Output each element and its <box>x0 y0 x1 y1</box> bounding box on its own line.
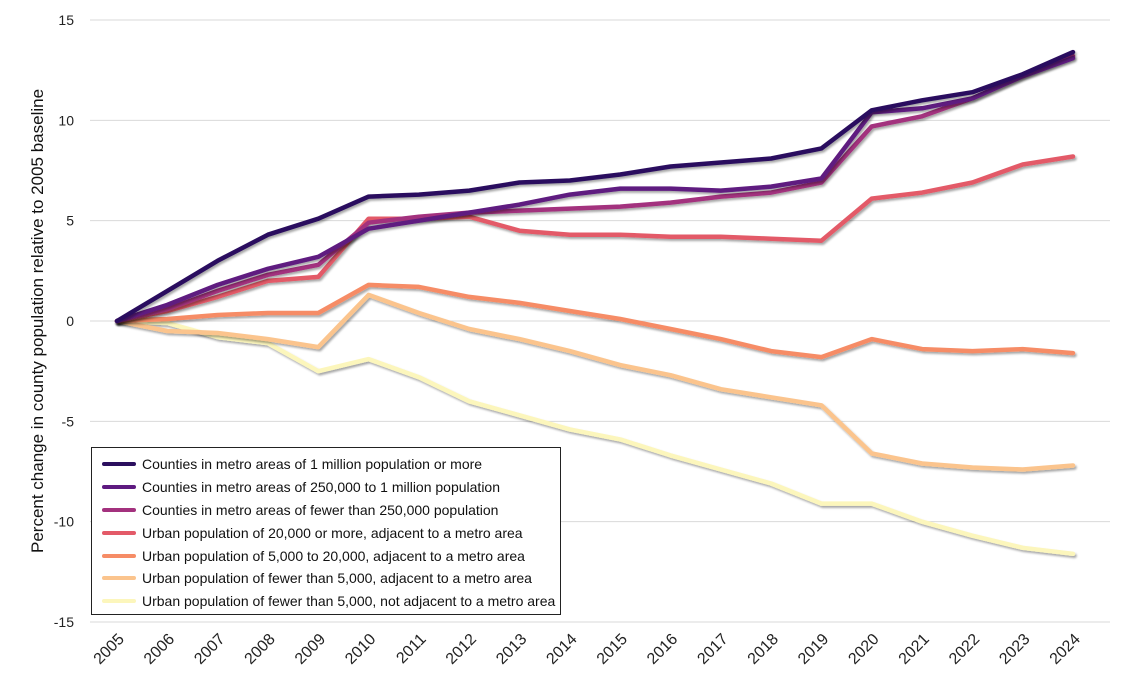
legend-swatch <box>102 553 136 558</box>
legend-item: Counties in metro areas of fewer than 25… <box>102 499 560 522</box>
x-tick-label: 2019 <box>795 631 832 668</box>
y-axis-label: Percent change in county population rela… <box>28 89 47 553</box>
y-tick-label: -5 <box>62 413 75 429</box>
x-tick-label: 2006 <box>141 631 178 668</box>
x-tick-label: 2007 <box>191 631 228 668</box>
legend-label: Urban population of fewer than 5,000, no… <box>142 593 556 610</box>
x-tick-labels: 2005 2006 2007 2008 2009 2010 2011 2012 2013 2014… <box>91 631 1084 668</box>
y-tick-label: 5 <box>66 213 74 229</box>
legend-swatch <box>102 485 136 490</box>
y-tick-label: -15 <box>54 614 74 630</box>
x-tick-label: 2020 <box>845 631 882 668</box>
series-line <box>114 53 1076 324</box>
legend-label: Counties in metro areas of fewer than 25… <box>142 501 499 518</box>
x-tick-label: 2005 <box>91 631 128 668</box>
x-tick-label: 2012 <box>443 631 480 668</box>
x-tick-label: 2024 <box>1047 631 1084 668</box>
legend-label: Urban population of 20,000 or more, adja… <box>142 524 523 541</box>
x-tick-label: 2011 <box>393 631 429 667</box>
legend-label: Urban population of 5,000 to 20,000, adj… <box>142 547 525 564</box>
legend-item: Counties in metro areas of 1 million pop… <box>102 453 560 476</box>
legend-item: Urban population of 5,000 to 20,000, adj… <box>102 544 560 567</box>
x-tick-label: 2017 <box>694 631 731 668</box>
x-tick-label: 2022 <box>946 631 983 668</box>
series-lines <box>114 49 1076 557</box>
x-tick-label: 2009 <box>292 631 329 668</box>
series-line <box>114 49 1076 324</box>
x-tick-label: 2014 <box>543 631 580 668</box>
series-line <box>114 282 1076 360</box>
series-line <box>114 154 1076 324</box>
legend-label: Urban population of fewer than 5,000, ad… <box>142 570 532 587</box>
x-tick-label: 2018 <box>745 631 782 668</box>
y-tick-label: 15 <box>58 12 74 28</box>
legend-item: Counties in metro areas of 250,000 to 1 … <box>102 476 560 499</box>
series-line <box>114 318 1076 557</box>
legend-swatch <box>102 576 136 581</box>
x-tick-label: 2015 <box>594 631 631 668</box>
legend-label: Counties in metro areas of 1 million pop… <box>142 456 483 473</box>
legend-item: Urban population of fewer than 5,000, ad… <box>102 567 560 590</box>
y-tick-labels: -15 -10 -5 0 5 10 15 <box>54 12 74 630</box>
x-tick-label: 2013 <box>493 631 530 668</box>
legend: Counties in metro areas of 1 million pop… <box>91 447 561 615</box>
legend-label: Counties in metro areas of 250,000 to 1 … <box>142 479 500 496</box>
y-tick-label: 10 <box>58 112 74 128</box>
legend-swatch <box>102 599 136 604</box>
y-tick-label: -10 <box>54 514 74 530</box>
x-tick-label: 2008 <box>242 631 279 668</box>
legend-swatch <box>102 530 136 535</box>
x-tick-label: 2023 <box>996 631 1033 668</box>
legend-swatch <box>102 462 136 467</box>
y-tick-label: 0 <box>66 313 74 329</box>
series-line <box>114 292 1076 472</box>
x-tick-label: 2016 <box>644 631 681 668</box>
legend-item: Urban population of fewer than 5,000, no… <box>102 590 560 613</box>
legend-item: Urban population of 20,000 or more, adja… <box>102 521 560 544</box>
legend-swatch <box>102 507 136 512</box>
x-tick-label: 2021 <box>896 631 933 668</box>
x-tick-label: 2010 <box>342 631 379 668</box>
series-line <box>114 55 1076 324</box>
